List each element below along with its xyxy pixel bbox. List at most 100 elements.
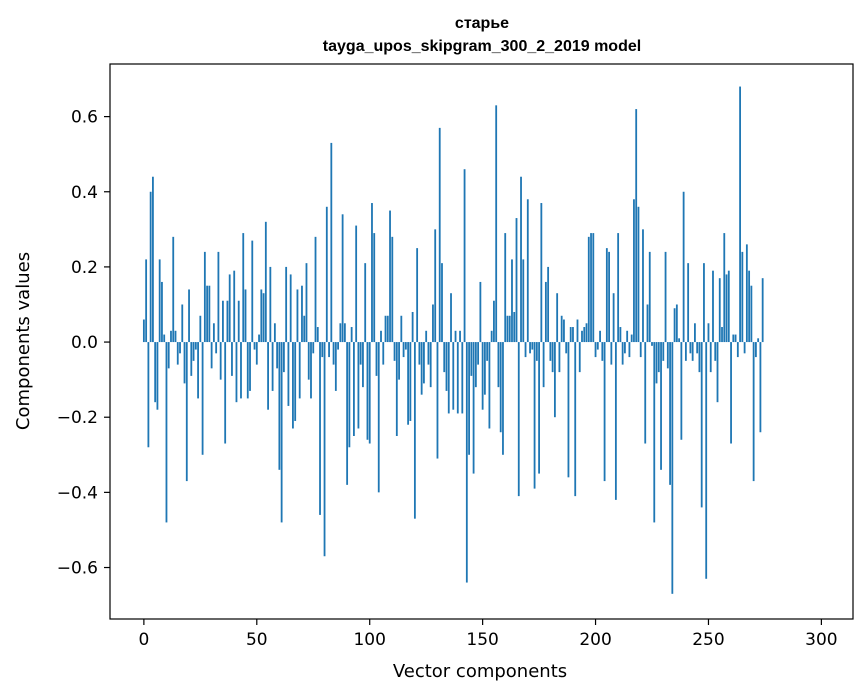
bar-167 — [520, 176, 522, 343]
bar-19 — [185, 342, 188, 482]
bar-203 — [601, 342, 604, 361]
bar-13 — [172, 236, 175, 343]
bar-31 — [212, 323, 215, 343]
bar-227 — [655, 342, 658, 384]
bar-267 — [745, 244, 748, 343]
bar-30 — [210, 342, 213, 369]
bar-112 — [395, 342, 398, 436]
bar-153 — [488, 342, 491, 429]
bar-268 — [748, 270, 751, 343]
bar-198 — [590, 233, 592, 343]
bar-89 — [343, 323, 346, 343]
bar-48 — [251, 240, 254, 343]
bar-257 — [723, 233, 726, 343]
y-tick-label: 0.4 — [71, 183, 98, 203]
bar-39 — [231, 342, 233, 376]
bar-186 — [563, 319, 565, 343]
bar-208 — [612, 293, 615, 343]
bar-129 — [434, 229, 437, 343]
bar-99 — [366, 342, 369, 440]
bar-215 — [628, 342, 631, 358]
bar-261 — [732, 334, 735, 343]
bar-238 — [680, 342, 683, 440]
bar-234 — [671, 342, 674, 594]
bar-137 — [452, 342, 455, 410]
bar-247 — [700, 342, 703, 508]
bar-61 — [280, 342, 283, 523]
bar-256 — [721, 327, 723, 343]
bar-107 — [384, 315, 387, 343]
bar-75 — [312, 342, 315, 354]
bar-44 — [242, 233, 245, 343]
bar-246 — [698, 342, 701, 373]
bar-263 — [736, 342, 739, 358]
bar-80 — [323, 342, 326, 557]
bar-209 — [614, 342, 617, 500]
bar-136 — [450, 293, 452, 343]
bar-213 — [624, 342, 626, 354]
bar-197 — [587, 236, 590, 343]
bar-55 — [267, 342, 269, 410]
bar-132 — [441, 263, 443, 343]
bar-166 — [517, 342, 520, 497]
bar-243 — [691, 342, 694, 361]
bar-265 — [741, 251, 744, 343]
bar-122 — [418, 342, 421, 365]
bar-173 — [533, 342, 536, 489]
y-axis-ticks: −0.6 −0.4 −0.2 0.0 0.2 0.4 0.6 — [57, 108, 110, 579]
bar-138 — [454, 330, 457, 343]
bar-105 — [380, 330, 382, 343]
bar-206 — [608, 251, 610, 343]
bar-143 — [465, 342, 468, 583]
bar-82 — [328, 342, 330, 358]
bar-150 — [481, 342, 484, 410]
bar-5 — [154, 342, 157, 403]
bar-91 — [348, 342, 351, 448]
bar-221 — [642, 229, 644, 343]
bar-260 — [730, 342, 732, 444]
x-tick-label: 50 — [246, 630, 268, 650]
bar-34 — [219, 342, 222, 380]
bar-42 — [237, 300, 240, 343]
bar-181 — [551, 342, 554, 373]
bar-62 — [282, 342, 285, 373]
bar-258 — [725, 274, 728, 343]
bar-237 — [678, 338, 681, 343]
y-tick-label: −0.6 — [57, 559, 98, 579]
bar-109 — [389, 210, 391, 343]
bar-56 — [269, 266, 272, 343]
bar-18 — [183, 342, 186, 384]
bar-66 — [292, 342, 294, 429]
bar-95 — [357, 342, 360, 429]
bar-202 — [599, 330, 601, 343]
bar-193 — [578, 342, 581, 373]
chart-title-line-1: старье — [455, 15, 509, 32]
bar-126 — [427, 342, 430, 365]
bar-274 — [761, 278, 764, 343]
bar-161 — [506, 315, 509, 343]
bar-187 — [565, 342, 568, 354]
y-tick-label: 0.2 — [71, 258, 98, 278]
bar-273 — [759, 342, 762, 433]
bar-53 — [262, 293, 265, 343]
bar-231 — [664, 251, 667, 343]
bar-252 — [712, 270, 714, 343]
bar-120 — [413, 342, 416, 519]
bar-series — [142, 86, 764, 594]
x-tick-label: 300 — [805, 630, 837, 650]
bar-154 — [490, 330, 493, 343]
bar-241 — [687, 263, 690, 343]
bar-172 — [531, 342, 534, 350]
bar-165 — [515, 218, 518, 343]
bar-177 — [542, 342, 545, 388]
bar-195 — [583, 327, 586, 343]
bar-156 — [495, 105, 498, 343]
bar-162 — [508, 315, 511, 343]
y-axis-label: Components values — [13, 252, 34, 430]
bar-264 — [739, 86, 741, 343]
bar-2 — [147, 342, 150, 448]
bar-26 — [201, 342, 204, 455]
bar-46 — [246, 342, 249, 399]
bar-239 — [682, 191, 685, 343]
bar-140 — [459, 330, 461, 343]
